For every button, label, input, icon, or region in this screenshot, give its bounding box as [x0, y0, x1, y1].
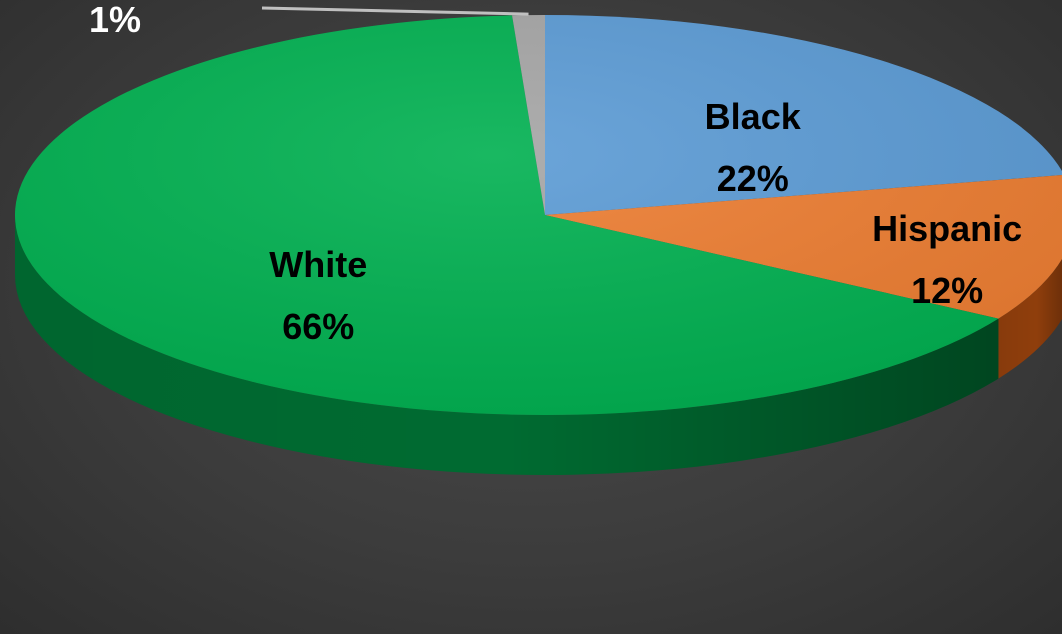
data-label-black: Black 22%	[705, 96, 802, 199]
data-label-1-: 1%	[89, 0, 141, 40]
category-label-hispanic: Hispanic	[872, 208, 1022, 249]
pie-label-layer: Black 22% Hispanic 12% White 66% 1%	[89, 0, 1022, 347]
leader-line-1-	[261, 6, 529, 16]
pie-top-layer	[14, 15, 1062, 415]
pie-depth-layer	[15, 215, 1062, 475]
pie-side-shade	[998, 258, 1062, 379]
data-label-hispanic: Hispanic 12%	[872, 208, 1022, 311]
pie-side-shade	[15, 215, 999, 475]
value-label-hispanic: 12%	[911, 270, 983, 311]
pie-top-sheen	[15, 15, 1062, 415]
value-label-black: 22%	[717, 158, 789, 199]
value-label-white: 66%	[282, 306, 354, 347]
data-label-white: White 66%	[269, 244, 367, 347]
category-label-white: White	[269, 244, 367, 285]
category-label-black: Black	[705, 96, 802, 137]
